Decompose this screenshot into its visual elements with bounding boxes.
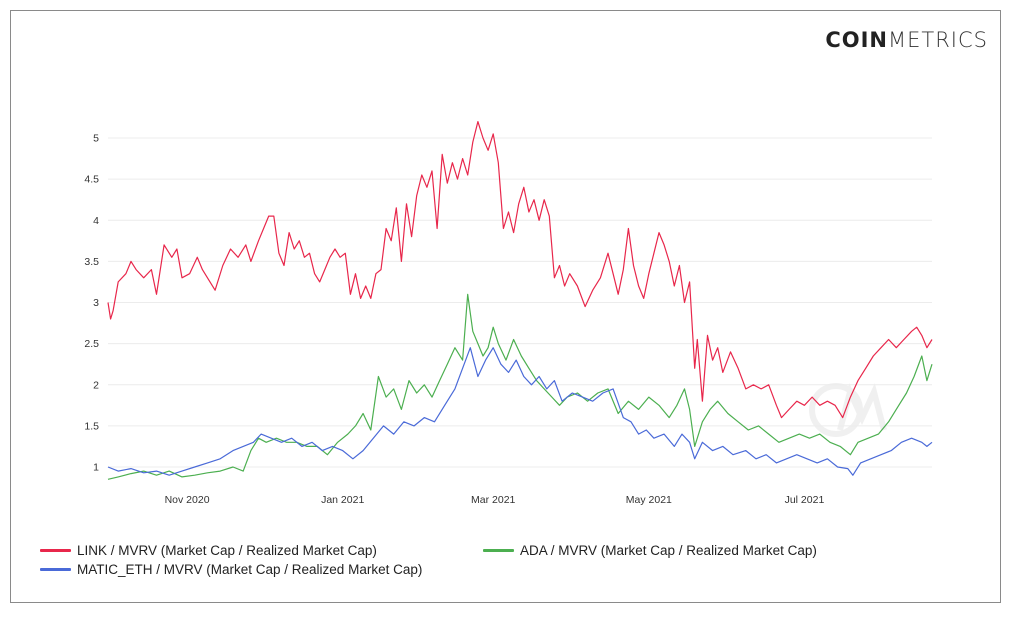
legend-label-link: LINK / MVRV (Market Cap / Realized Marke…: [77, 543, 377, 558]
logo-text-bold: COIN: [825, 28, 888, 52]
logo-text-light: METRICS: [888, 28, 988, 52]
series-lines: [107, 121, 933, 480]
y-tick-label: 5: [93, 133, 99, 145]
matic-series-line[interactable]: [107, 347, 933, 476]
x-tick-label: Mar 2021: [471, 494, 516, 506]
y-axis-ticks: 1 1.5 2 2.5 3 3.5 4 4.5 5: [84, 133, 99, 474]
y-tick-label: 4.5: [84, 174, 99, 186]
chart-frame: [10, 10, 1001, 603]
x-tick-label: Nov 2020: [165, 494, 210, 506]
x-tick-label: Jul 2021: [785, 494, 825, 506]
y-tick-label: 3: [93, 297, 99, 309]
watermark-icon: [809, 383, 887, 437]
legend-label-ada: ADA / MVRV (Market Cap / Realized Market…: [520, 543, 817, 558]
link-series-line[interactable]: [107, 121, 933, 419]
legend-item-matic[interactable]: MATIC_ETH / MVRV (Market Cap / Realized …: [40, 562, 422, 577]
y-tick-label: 4: [93, 215, 99, 227]
y-tick-label: 2: [93, 379, 99, 391]
y-tick-label: 2.5: [84, 338, 99, 350]
coinmetrics-logo: COINMETRICS: [825, 28, 988, 52]
x-tick-label: May 2021: [626, 494, 672, 506]
legend-label-matic: MATIC_ETH / MVRV (Market Cap / Realized …: [77, 562, 423, 577]
ada-series-line[interactable]: [107, 293, 933, 480]
gridlines: [108, 137, 932, 468]
x-tick-label: Jan 2021: [321, 494, 364, 506]
legend-swatch-matic: [40, 568, 71, 571]
legend-item-link[interactable]: LINK / MVRV (Market Cap / Realized Marke…: [40, 543, 377, 558]
legend-item-ada[interactable]: ADA / MVRV (Market Cap / Realized Market…: [483, 543, 817, 558]
y-tick-label: 3.5: [84, 256, 99, 268]
legend-swatch-ada: [483, 549, 514, 552]
legend-swatch-link: [40, 549, 71, 552]
x-axis-ticks: Nov 2020 Jan 2021 Mar 2021 May 2021 Jul 2021: [165, 494, 825, 506]
y-tick-label: 1: [93, 462, 99, 474]
y-tick-label: 1.5: [84, 420, 99, 432]
